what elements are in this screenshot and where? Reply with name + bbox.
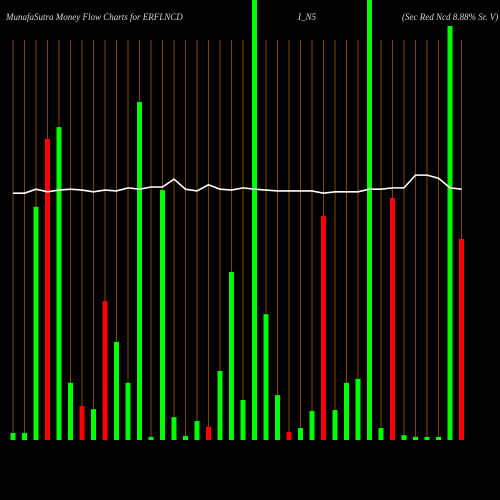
bar <box>344 382 349 440</box>
bar <box>298 428 303 440</box>
bar <box>332 410 338 440</box>
chart-title: I_N5 <box>297 12 317 22</box>
bar <box>321 216 326 440</box>
bar <box>171 417 177 440</box>
bar <box>102 300 108 440</box>
bar <box>378 428 384 440</box>
bar <box>91 409 96 440</box>
bar <box>459 238 464 440</box>
bar <box>10 432 16 440</box>
bar <box>68 382 73 440</box>
bar <box>79 406 85 440</box>
bar <box>194 421 200 440</box>
bar <box>367 0 372 440</box>
bar <box>263 314 269 440</box>
bar <box>401 435 407 440</box>
bar <box>125 382 131 440</box>
lines <box>13 174 462 194</box>
bar <box>183 436 188 440</box>
bar <box>33 206 39 440</box>
bar <box>390 198 395 440</box>
bar <box>137 102 142 440</box>
bars <box>10 0 464 441</box>
bar <box>275 395 280 440</box>
bar <box>160 190 165 440</box>
bar <box>229 271 234 440</box>
bar <box>148 436 154 440</box>
bar <box>413 436 418 440</box>
bar <box>45 139 50 441</box>
bar <box>114 341 119 440</box>
bar <box>217 370 223 440</box>
line <box>13 174 462 194</box>
bar <box>206 426 211 440</box>
bar <box>355 378 361 440</box>
bar <box>424 436 430 440</box>
bar <box>436 436 441 440</box>
bar <box>309 410 315 440</box>
bar <box>56 127 62 440</box>
chart-title: MunafaSutra Money Flow Charts for ERFLNC… <box>5 12 183 22</box>
bar <box>252 0 257 440</box>
chart-title: (Sec Red Ncd 8.88% Sr. V) M <box>402 12 500 22</box>
bar <box>240 399 246 440</box>
bar <box>447 25 453 441</box>
bar <box>22 432 27 440</box>
bar <box>286 432 292 440</box>
